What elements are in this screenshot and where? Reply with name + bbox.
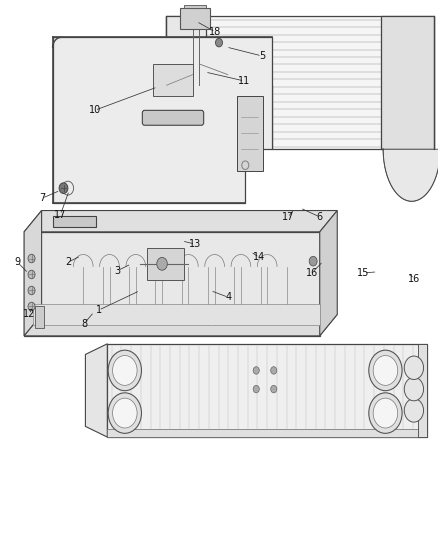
Polygon shape <box>184 5 206 8</box>
Circle shape <box>28 302 35 311</box>
Text: 17: 17 <box>282 213 294 222</box>
Circle shape <box>253 367 259 374</box>
Text: 4: 4 <box>226 293 232 302</box>
Polygon shape <box>381 16 434 149</box>
Polygon shape <box>320 211 337 336</box>
Polygon shape <box>153 64 193 96</box>
Text: 13: 13 <box>189 239 201 249</box>
FancyBboxPatch shape <box>142 110 204 125</box>
Circle shape <box>369 350 402 391</box>
Circle shape <box>215 38 223 47</box>
Circle shape <box>271 367 277 374</box>
Circle shape <box>108 350 141 391</box>
Text: 11: 11 <box>238 76 251 86</box>
Polygon shape <box>53 216 96 227</box>
Polygon shape <box>107 429 427 437</box>
Text: 8: 8 <box>81 319 87 328</box>
Circle shape <box>113 356 137 385</box>
Polygon shape <box>24 211 337 232</box>
Text: 7: 7 <box>39 193 45 203</box>
Circle shape <box>113 398 137 428</box>
Circle shape <box>108 393 141 433</box>
Circle shape <box>309 256 317 266</box>
Polygon shape <box>24 211 42 336</box>
Text: 14: 14 <box>253 253 265 262</box>
Text: 10: 10 <box>88 106 101 115</box>
Circle shape <box>271 385 277 393</box>
Polygon shape <box>418 344 427 437</box>
Text: 12: 12 <box>23 310 35 319</box>
Circle shape <box>369 393 402 433</box>
Circle shape <box>404 399 424 422</box>
Polygon shape <box>166 16 434 149</box>
Text: 15: 15 <box>357 268 370 278</box>
Polygon shape <box>24 314 337 336</box>
Text: 1: 1 <box>95 305 102 315</box>
Circle shape <box>404 356 424 379</box>
Text: 3: 3 <box>114 266 120 276</box>
Polygon shape <box>237 96 263 171</box>
Circle shape <box>59 183 68 193</box>
Polygon shape <box>24 232 320 336</box>
Polygon shape <box>85 344 107 437</box>
Polygon shape <box>53 37 272 203</box>
Circle shape <box>28 254 35 263</box>
Text: 2: 2 <box>65 257 71 267</box>
Text: 6: 6 <box>317 212 323 222</box>
Circle shape <box>253 385 259 393</box>
Polygon shape <box>107 344 427 437</box>
Circle shape <box>373 398 398 428</box>
Circle shape <box>28 270 35 279</box>
Text: 5: 5 <box>259 51 265 61</box>
Text: 16: 16 <box>408 274 420 284</box>
Polygon shape <box>35 306 44 328</box>
Polygon shape <box>381 149 438 201</box>
Polygon shape <box>33 304 320 325</box>
Text: 17: 17 <box>54 210 67 220</box>
Text: 18: 18 <box>209 27 222 37</box>
Polygon shape <box>180 8 210 29</box>
Polygon shape <box>145 115 201 123</box>
Polygon shape <box>166 16 206 85</box>
Text: 16: 16 <box>306 268 318 278</box>
Circle shape <box>157 257 167 270</box>
Circle shape <box>28 286 35 295</box>
Circle shape <box>404 377 424 401</box>
Polygon shape <box>147 248 184 280</box>
Circle shape <box>373 356 398 385</box>
Text: 9: 9 <box>14 257 21 267</box>
